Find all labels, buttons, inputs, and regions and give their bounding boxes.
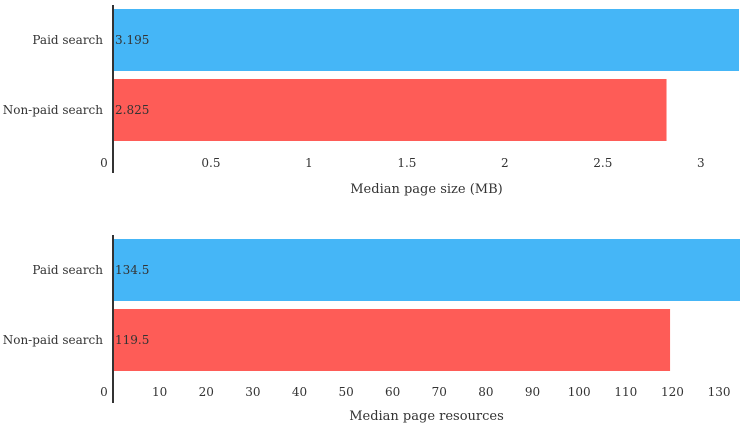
x-tick-label: 110 <box>614 385 637 399</box>
x-tick-label: 20 <box>199 385 214 399</box>
x-tick-label: 30 <box>245 385 260 399</box>
value-label: 134.5 <box>115 263 149 277</box>
x-tick-label: 100 <box>568 385 591 399</box>
x-tick-label: 0 <box>100 156 108 170</box>
category-label: Non-paid search <box>3 333 104 347</box>
x-tick-label: 80 <box>478 385 493 399</box>
value-label: 119.5 <box>115 333 149 347</box>
x-tick-label: 0.5 <box>201 156 220 170</box>
x-tick-label: 40 <box>292 385 307 399</box>
value-label: 3.195 <box>115 33 149 47</box>
x-tick-label: 10 <box>152 385 167 399</box>
bar-non-paid-search <box>113 309 671 371</box>
page-resources-chart: Paid search 134.5 Non-paid search 119.5 0 10 2… <box>3 235 740 424</box>
bar-paid-search <box>113 239 740 301</box>
x-tick-label: 1.5 <box>397 156 416 170</box>
value-label: 2.825 <box>115 103 149 117</box>
x-axis-title: Median page resources <box>349 409 504 424</box>
x-tick-label: 130 <box>708 385 731 399</box>
category-label: Paid search <box>32 33 103 47</box>
x-tick-label: 50 <box>338 385 353 399</box>
x-tick-label: 1 <box>305 156 313 170</box>
category-label: Non-paid search <box>3 103 104 117</box>
bar-non-paid-search <box>113 79 667 141</box>
x-axis-title: Median page size (MB) <box>350 182 502 197</box>
x-tick-label: 60 <box>385 385 400 399</box>
bar-paid-search <box>113 9 740 71</box>
page-size-chart: Paid search 3.195 Non-paid search 2.825 0 0.5… <box>3 5 740 197</box>
x-tick-label: 3 <box>697 156 705 170</box>
x-tick-label: 2.5 <box>593 156 612 170</box>
x-tick-label: 120 <box>661 385 684 399</box>
x-tick-label: 90 <box>525 385 540 399</box>
category-label: Paid search <box>32 263 103 277</box>
x-tick-label: 70 <box>432 385 447 399</box>
x-tick-label: 2 <box>501 156 509 170</box>
x-tick-label: 0 <box>100 385 108 399</box>
